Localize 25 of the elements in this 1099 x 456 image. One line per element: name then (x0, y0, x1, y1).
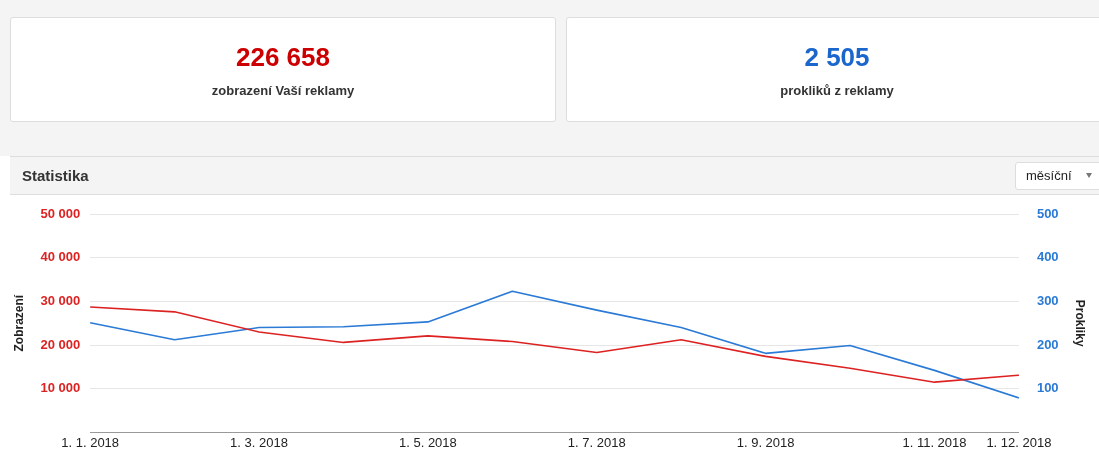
x-tick-label: 1. 11. 2018 (902, 434, 967, 450)
dropdown: měsíční (1015, 162, 1099, 190)
text: prokliků z reklamy (779, 83, 895, 98)
y2-tick-label: 100 (1036, 380, 1059, 396)
x-tick-label: 1. 9. 2018 (736, 434, 795, 450)
text: 226 658 (235, 42, 331, 73)
text: zobrazení Vaší reklamy (210, 83, 356, 98)
x-tick-label: 1. 1. 2018 (61, 434, 120, 450)
chart-title: Statistika (22, 167, 89, 184)
text: 2 505 (803, 42, 871, 73)
x-tick-label: 1. 5. 2018 (398, 434, 457, 450)
y-tick-label: 10 000 (40, 380, 81, 396)
y-tick-label: 50 000 (40, 205, 81, 221)
x-tick-label: 1. 12. 2018 (986, 434, 1052, 450)
y2-tick-label: 300 (1036, 292, 1059, 308)
y-tick-label: 30 000 (40, 292, 81, 308)
y-tick-label: 20 000 (40, 336, 81, 352)
y2-axis-title: Prokliky (1073, 299, 1088, 347)
y2-tick-label: 500 (1036, 205, 1059, 221)
y2-tick-label: 200 (1036, 336, 1059, 352)
x-tick-label: 1. 7. 2018 (567, 434, 626, 450)
x-tick-label: 1. 3. 2018 (230, 434, 288, 450)
y-tick-label: 40 000 (40, 249, 81, 265)
y-axis-title: Zobrazení (11, 294, 26, 352)
y2-tick-label: 400 (1036, 249, 1059, 265)
